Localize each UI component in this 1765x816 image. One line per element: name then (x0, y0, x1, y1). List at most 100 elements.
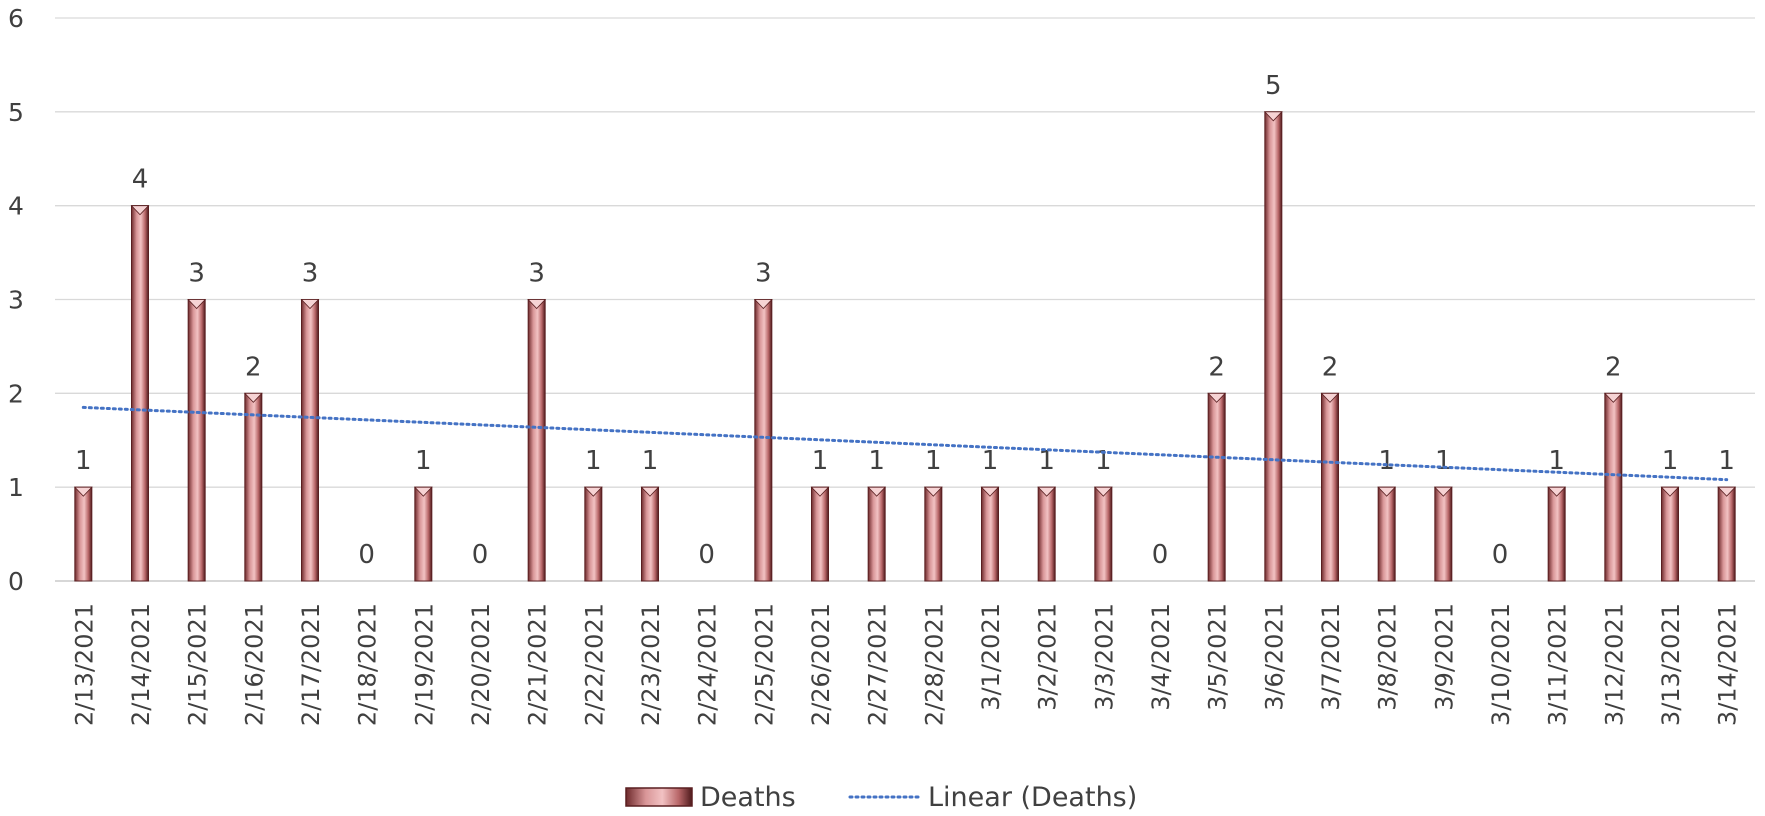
bar (413, 486, 433, 582)
bar-bevel (300, 299, 320, 310)
data-label: 1 (75, 446, 92, 476)
x-tick-label: 3/8/2021 (1374, 603, 1402, 711)
data-label: 3 (528, 259, 545, 289)
bar (753, 299, 773, 582)
data-label: 2 (245, 352, 262, 382)
bar-bevel (1037, 486, 1057, 497)
bar-bevel (73, 486, 93, 497)
bar-bevel (640, 486, 660, 497)
bar-bevel (583, 486, 603, 497)
bar-body (1207, 392, 1226, 582)
bar (1320, 392, 1340, 582)
x-tick-label: 2/27/2021 (864, 603, 892, 726)
bar-bevel (1093, 486, 1113, 497)
bar-bevel (1660, 486, 1680, 497)
x-tick-label: 3/12/2021 (1600, 603, 1628, 726)
bar (1547, 486, 1567, 582)
bar-bevel (1547, 486, 1567, 497)
data-label: 2 (1208, 352, 1225, 382)
data-label: 1 (1662, 446, 1679, 476)
bar-bevel (1717, 486, 1737, 497)
data-label: 3 (188, 259, 205, 289)
data-label: 1 (982, 446, 999, 476)
x-tick-label: 2/28/2021 (920, 603, 948, 726)
x-tick-label: 2/20/2021 (467, 603, 495, 726)
gridlines (55, 17, 1755, 582)
x-tick-label: 2/23/2021 (637, 603, 665, 726)
bar (300, 299, 320, 582)
x-axis-ticks: 2/13/2021 2/14/2021 2/15/2021 2/16/2021 2/17… (70, 603, 1741, 726)
bar-body (414, 486, 433, 582)
y-tick-label: 6 (8, 4, 24, 33)
bar-bevel (1433, 486, 1453, 497)
data-label: 1 (868, 446, 885, 476)
bar-body (74, 486, 93, 582)
bar-body (641, 486, 659, 582)
data-label: 1 (642, 446, 659, 476)
bar-bevel (413, 486, 433, 497)
data-label: 3 (302, 259, 319, 289)
bar (1377, 486, 1397, 582)
x-tick-label: 2/26/2021 (807, 603, 835, 726)
y-tick-label: 5 (8, 98, 24, 127)
data-label: 2 (1605, 352, 1622, 382)
y-tick-label: 1 (8, 473, 24, 502)
bar-body (981, 486, 999, 582)
bar (1433, 486, 1453, 582)
bar-bevel (243, 392, 263, 403)
bar-body (867, 486, 886, 582)
x-tick-label: 2/22/2021 (580, 603, 608, 726)
x-tick-label: 2/25/2021 (750, 603, 778, 726)
bar-body (131, 205, 149, 582)
bar-bevel (1207, 392, 1227, 403)
bar (130, 205, 150, 582)
bar-body (187, 299, 206, 582)
bar-bevel (753, 299, 773, 310)
bar (1207, 392, 1227, 582)
bar-bevel (1320, 392, 1340, 403)
y-tick-label: 2 (8, 379, 24, 408)
bar-body (811, 486, 829, 582)
bar (527, 299, 547, 582)
data-label: 5 (1265, 71, 1282, 101)
trendline (81, 405, 1729, 482)
x-tick-label: 2/15/2021 (184, 603, 212, 726)
bar-body (1434, 486, 1453, 582)
x-tick-label: 3/10/2021 (1487, 603, 1515, 726)
x-tick-label: 2/16/2021 (240, 603, 268, 726)
bar (810, 486, 830, 582)
x-tick-label: 2/13/2021 (70, 603, 98, 726)
bar (1263, 111, 1283, 582)
data-label: 0 (358, 540, 375, 570)
bar (1037, 486, 1057, 582)
bar-body (1037, 486, 1056, 582)
x-tick-label: 3/11/2021 (1544, 603, 1572, 726)
bar (980, 486, 1000, 582)
bar-body (754, 299, 773, 582)
bar-body (1321, 392, 1339, 582)
x-tick-label: 3/9/2021 (1430, 603, 1458, 711)
bar-body (1264, 111, 1283, 582)
x-tick-label: 3/5/2021 (1204, 603, 1232, 711)
x-tick-label: 3/2/2021 (1034, 603, 1062, 711)
bar (187, 299, 207, 582)
bar-bevel (923, 486, 943, 497)
bar (1717, 486, 1737, 582)
x-tick-label: 3/3/2021 (1090, 603, 1118, 711)
bar-body (527, 299, 546, 582)
bar-bevel (130, 205, 150, 216)
legend-label-trend: Linear (Deaths) (928, 782, 1137, 813)
bar-body (924, 486, 943, 582)
bar-bevel (810, 486, 830, 497)
trendline-path (81, 405, 1729, 482)
bar-body (1547, 486, 1566, 582)
y-tick-label: 3 (8, 286, 24, 315)
data-label: 1 (1435, 446, 1452, 476)
data-label: 1 (925, 446, 942, 476)
x-tick-label: 3/4/2021 (1147, 603, 1175, 711)
x-tick-label: 3/13/2021 (1657, 603, 1685, 726)
bar-body (1661, 486, 1679, 582)
x-tick-label: 2/17/2021 (297, 603, 325, 726)
bar-bevel (527, 299, 547, 310)
